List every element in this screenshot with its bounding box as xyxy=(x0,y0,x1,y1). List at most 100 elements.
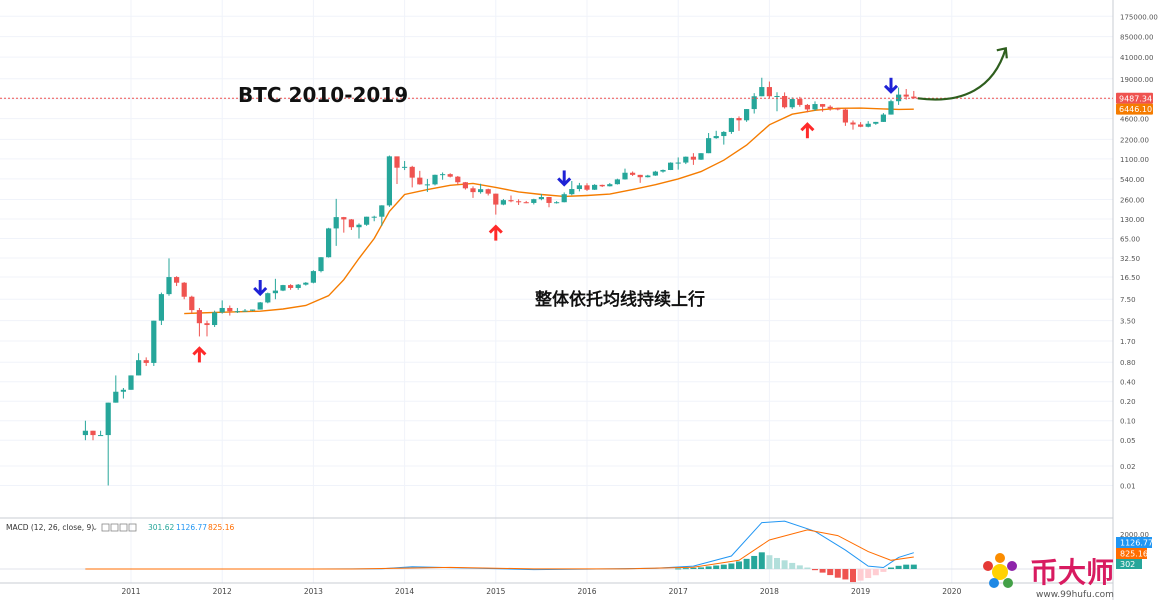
candle-body xyxy=(523,202,529,204)
candle xyxy=(546,196,552,208)
arrow-down-icon xyxy=(557,170,572,187)
candle xyxy=(630,171,636,176)
candle xyxy=(318,257,324,273)
settings-icon[interactable] xyxy=(110,523,119,532)
candle-body xyxy=(234,311,240,313)
macd-histogram-bar xyxy=(834,569,841,578)
candle xyxy=(607,183,613,187)
candle xyxy=(865,121,871,128)
candle xyxy=(835,107,841,111)
price-tick-label: 3.50 xyxy=(1120,318,1136,326)
candle-body xyxy=(584,185,590,190)
candle xyxy=(804,103,810,113)
candle xyxy=(516,199,522,205)
candle-body xyxy=(538,197,544,200)
candle-body xyxy=(386,156,392,206)
candle xyxy=(842,108,848,126)
arrow-down-head xyxy=(557,177,572,187)
macd-histogram-bar xyxy=(812,569,818,571)
candle-body xyxy=(896,94,902,102)
flower-logo-icon xyxy=(983,553,1017,588)
candle xyxy=(257,302,263,310)
time-tick-label: 2014 xyxy=(395,587,414,596)
price-tick-label: 85000.00 xyxy=(1120,34,1153,42)
candle-body xyxy=(341,217,347,220)
candle xyxy=(569,180,575,196)
candle-body xyxy=(751,96,757,110)
macd-histogram-bar xyxy=(728,563,735,569)
ma-price-tag-box xyxy=(1116,103,1153,115)
candle xyxy=(599,184,605,188)
candle xyxy=(105,402,111,486)
candle xyxy=(234,307,240,313)
macd-histogram-bar xyxy=(789,562,796,569)
candle xyxy=(637,174,643,183)
candle xyxy=(523,200,529,204)
candle xyxy=(82,420,88,441)
arrow-up-icon xyxy=(800,122,815,139)
candle-body xyxy=(174,277,180,283)
candle-body xyxy=(721,131,727,137)
candle xyxy=(158,292,164,326)
candle-body xyxy=(736,118,742,121)
candle-body xyxy=(98,435,104,437)
macd-histogram-value: 301.62 xyxy=(148,523,174,532)
candle xyxy=(911,90,917,99)
candle-body xyxy=(865,123,871,127)
eye-icon[interactable] xyxy=(101,523,110,532)
macd-histogram-bar xyxy=(720,564,727,569)
candle xyxy=(219,300,225,314)
price-tick-label: 1100.00 xyxy=(1120,156,1149,164)
candle-body xyxy=(698,153,704,160)
candle-body xyxy=(592,184,598,190)
candle xyxy=(744,109,750,122)
candle-body xyxy=(128,375,134,390)
chart-annotation-title: BTC 2010-2019 xyxy=(238,83,408,107)
candle-body xyxy=(257,302,263,310)
candle xyxy=(440,172,446,180)
candle xyxy=(888,99,894,115)
candle-body xyxy=(424,184,430,186)
candle-body xyxy=(668,162,674,170)
candle xyxy=(303,282,309,286)
price-tick-label: 540.00 xyxy=(1120,176,1145,184)
macd-histogram-bar xyxy=(743,558,750,569)
candle xyxy=(873,121,879,125)
candle xyxy=(500,198,506,206)
candle xyxy=(690,153,696,165)
price-tick-label: 0.01 xyxy=(1120,482,1136,490)
candle xyxy=(280,284,286,292)
candle-body xyxy=(637,174,643,178)
close-icon[interactable] xyxy=(119,523,128,532)
candle xyxy=(675,157,681,170)
candle xyxy=(310,270,316,284)
candle-body xyxy=(364,216,370,225)
macd-header[interactable]: MACD (12, 26, close, 9) ⌄ 301.62 1126.77… xyxy=(6,523,234,532)
brand-url: www.99hufu.com xyxy=(1036,590,1114,600)
candle-body xyxy=(873,121,879,124)
candle-body xyxy=(204,323,210,326)
macd-histogram-bar xyxy=(819,569,826,573)
candle-body xyxy=(630,172,636,175)
candle-body xyxy=(569,189,575,195)
macd-signal-value: 825.16 xyxy=(208,523,234,532)
candle xyxy=(181,282,187,300)
macd-indicator-name[interactable]: MACD (12, 26, close, 9) xyxy=(6,523,94,532)
candle-body xyxy=(166,277,172,295)
candle-body xyxy=(660,169,666,172)
candle-body xyxy=(508,200,514,202)
candle-body xyxy=(326,228,332,258)
candle xyxy=(333,198,339,246)
candle xyxy=(348,218,354,230)
candle-body xyxy=(675,162,681,164)
candle xyxy=(90,430,96,441)
candle-body xyxy=(379,205,385,217)
signal-line-tag-label: 825.16 xyxy=(1120,550,1148,559)
candle xyxy=(356,223,362,239)
more-icon[interactable] xyxy=(128,523,137,532)
candle xyxy=(462,181,468,190)
candle xyxy=(143,357,149,366)
chevron-down-icon[interactable]: ⌄ xyxy=(92,524,98,532)
time-tick-label: 2018 xyxy=(760,587,779,596)
